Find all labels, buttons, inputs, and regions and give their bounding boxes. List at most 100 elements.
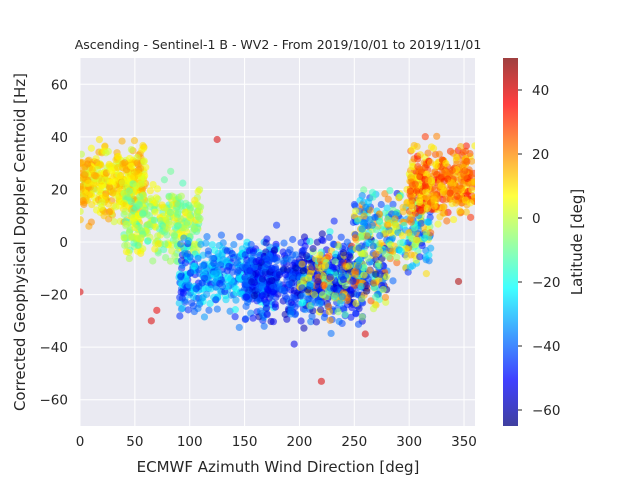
scatter-point <box>218 282 226 290</box>
scatter-point <box>369 242 377 250</box>
y-tick-label: 20 <box>51 182 68 198</box>
scatter-point <box>434 220 442 228</box>
scatter-point <box>446 189 454 197</box>
scatter-point <box>176 293 184 302</box>
scatter-point <box>391 215 399 223</box>
scatter-point <box>290 340 298 348</box>
scatter-point <box>105 208 113 216</box>
scatter-point <box>160 245 168 254</box>
scatter-point-outlier <box>153 306 161 314</box>
scatter-point <box>271 303 280 311</box>
scatter-point <box>247 257 255 266</box>
x-tick-label: 250 <box>341 434 367 450</box>
scatter-point <box>358 313 366 321</box>
scatter-point <box>161 240 169 248</box>
scatter-point <box>235 274 244 282</box>
scatter-point <box>288 293 297 302</box>
scatter-point <box>364 198 373 206</box>
scatter-point <box>285 280 293 288</box>
scatter-point <box>298 260 306 268</box>
scatter-point <box>376 270 384 278</box>
colorbar-tick-label: 0 <box>532 211 541 227</box>
scatter-point <box>198 262 206 270</box>
scatter-point <box>184 306 192 314</box>
scatter-point <box>144 237 152 245</box>
scatter-point <box>420 234 429 242</box>
scatter-point <box>358 250 367 258</box>
scatter-point <box>120 189 128 197</box>
x-tick-label: 50 <box>126 434 143 450</box>
scatter-point <box>249 314 257 322</box>
scatter-point <box>408 262 417 270</box>
scatter-point <box>334 308 342 316</box>
scatter-point <box>235 323 243 332</box>
scatter-point <box>326 316 334 324</box>
scatter-point <box>167 167 175 175</box>
scatter-point <box>439 209 447 217</box>
x-tick-label: 200 <box>287 434 313 450</box>
scatter-point <box>263 311 271 319</box>
x-tick-label: 150 <box>232 434 258 450</box>
scatter-point <box>136 223 144 232</box>
scatter-point <box>178 264 186 272</box>
scatter-point <box>325 252 333 260</box>
y-tick-label: 40 <box>51 130 68 146</box>
scatter-point <box>162 225 170 233</box>
scatter-point <box>326 273 334 281</box>
scatter-point <box>418 241 426 250</box>
scatter-point <box>462 142 470 150</box>
scatter-point <box>292 264 300 272</box>
scatter-point <box>312 318 320 326</box>
scatter-point <box>425 218 433 226</box>
scatter-point <box>307 302 315 310</box>
scatter-point <box>154 240 162 248</box>
scatter-point <box>102 192 110 200</box>
scatter-point <box>195 300 204 308</box>
scatter-point <box>120 234 128 242</box>
scatter-point <box>405 229 413 237</box>
scatter-point <box>324 303 333 311</box>
scatter-point <box>459 148 467 156</box>
scatter-point <box>362 203 370 211</box>
scatter-point <box>337 233 345 241</box>
scatter-point <box>357 282 365 291</box>
scatter-point <box>290 287 298 295</box>
scatter-point <box>184 209 192 217</box>
scatter-point <box>121 241 129 250</box>
scatter-point <box>398 232 407 240</box>
scatter-point <box>114 152 123 161</box>
scatter-point <box>168 247 176 255</box>
scatter-point <box>150 216 159 224</box>
scatter-point <box>354 320 363 328</box>
scatter-point <box>88 200 96 209</box>
y-tick-label: −60 <box>40 393 69 409</box>
scatter-point <box>336 299 344 307</box>
scatter-point <box>372 293 380 301</box>
scatter-point <box>298 292 306 300</box>
scatter-point <box>320 313 329 322</box>
scatter-point <box>213 305 221 313</box>
scatter-point <box>188 299 196 307</box>
scatter-point <box>272 240 280 248</box>
scatter-point <box>372 250 380 258</box>
scatter-point <box>362 281 371 290</box>
scatter-point <box>275 280 283 288</box>
scatter-point <box>389 277 397 285</box>
scatter-point <box>417 167 425 175</box>
scatter-point <box>326 228 334 236</box>
scatter-point <box>224 273 232 281</box>
colorbar-tick-label: 40 <box>532 83 549 99</box>
scatter-point <box>184 237 193 245</box>
scatter-point <box>457 143 465 151</box>
scatter-point <box>252 257 260 266</box>
scatter-point <box>355 257 363 265</box>
scatter-point <box>422 188 430 196</box>
scatter-point <box>126 154 134 163</box>
scatter-point <box>118 137 126 145</box>
scatter-point <box>300 324 308 332</box>
scatter-point <box>379 285 387 294</box>
scatter-point <box>413 187 421 195</box>
scatter-point <box>125 254 133 263</box>
scatter-point <box>345 251 353 259</box>
